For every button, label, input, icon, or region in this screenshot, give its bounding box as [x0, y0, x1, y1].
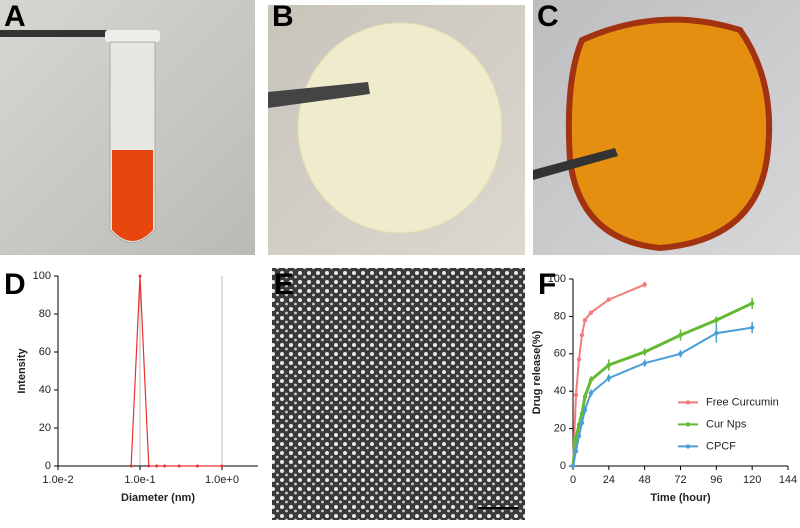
legend-label: Cur Nps [706, 418, 747, 430]
data-point [195, 464, 199, 468]
solution [112, 150, 153, 241]
data-point [606, 375, 612, 381]
x-axis-title: Diameter (nm) [121, 492, 195, 504]
data-point [588, 390, 594, 396]
y-axis-title: Intensity [16, 348, 28, 394]
tem-image [272, 268, 525, 520]
x-tick-label: 24 [603, 474, 615, 486]
data-point [573, 448, 579, 454]
data-point [642, 349, 647, 355]
data-point [163, 464, 167, 468]
y-tick-label: 20 [554, 423, 566, 435]
data-point [579, 332, 585, 338]
data-point [582, 407, 588, 413]
y-tick-label: 80 [39, 308, 51, 320]
y-tick-label: 60 [39, 346, 51, 358]
tweezers [533, 148, 618, 180]
y-tick-label: 100 [548, 273, 566, 285]
x-tick-label: 48 [639, 474, 651, 486]
legend-marker [685, 422, 691, 427]
legend-label: Free Curcumin [706, 396, 779, 408]
data-point [714, 317, 719, 323]
data-point [177, 464, 181, 468]
panel-label: C [537, 0, 559, 33]
data-point [573, 392, 579, 398]
data-point [749, 325, 755, 330]
data-point [129, 464, 133, 468]
data-point [678, 332, 683, 338]
y-tick-label: 60 [554, 348, 566, 360]
x-tick-label: 1.0e+0 [205, 474, 239, 486]
y-tick-label: 0 [560, 460, 566, 472]
data-point [749, 301, 755, 306]
tube-cap [105, 30, 160, 42]
y-tick-label: 40 [554, 385, 566, 397]
x-tick-label: 144 [779, 474, 797, 486]
x-tick-label: 72 [674, 474, 686, 486]
x-tick-label: 0 [570, 474, 576, 486]
legend-marker [685, 444, 691, 449]
data-point [642, 282, 647, 287]
data-point [588, 310, 594, 315]
x-tick-label: 1.0e-1 [124, 474, 155, 486]
tweezers [268, 82, 370, 108]
legend-label: CPCF [706, 440, 736, 452]
data-point [579, 420, 585, 426]
data-point [570, 463, 576, 469]
y-tick-label: 80 [554, 310, 566, 322]
data-point [576, 433, 582, 439]
y-tick-label: 40 [39, 384, 51, 396]
film-c [565, 16, 773, 252]
y-tick-label: 20 [39, 422, 51, 434]
series-line [130, 275, 222, 467]
film-b [297, 22, 503, 234]
y-tick-label: 100 [33, 270, 51, 282]
tweezers [0, 30, 110, 37]
data-point [606, 297, 612, 302]
legend-marker [685, 400, 691, 405]
data-point [642, 360, 647, 366]
x-tick-label: 120 [743, 474, 761, 486]
panel-label: B [272, 0, 294, 33]
x-axis-title: Time (hour) [650, 492, 711, 504]
data-point [714, 331, 719, 336]
panel-label: E [274, 268, 294, 301]
data-point [606, 362, 612, 368]
series-line [572, 283, 646, 467]
y-axis-title: Drug release(%) [531, 330, 543, 414]
data-point [582, 394, 588, 400]
panel-label: F [538, 268, 556, 301]
data-point [582, 317, 588, 323]
x-tick-label: 1.0e-2 [42, 474, 73, 486]
data-point [678, 351, 683, 356]
data-point [138, 274, 142, 278]
data-point [576, 357, 582, 362]
y-tick-label: 0 [45, 460, 51, 472]
data-point [155, 464, 159, 468]
data-point [147, 464, 151, 468]
panel-label: A [4, 0, 26, 33]
panel-label: D [4, 268, 26, 301]
data-point [588, 377, 594, 383]
x-tick-label: 96 [710, 474, 722, 486]
data-point [220, 464, 224, 468]
